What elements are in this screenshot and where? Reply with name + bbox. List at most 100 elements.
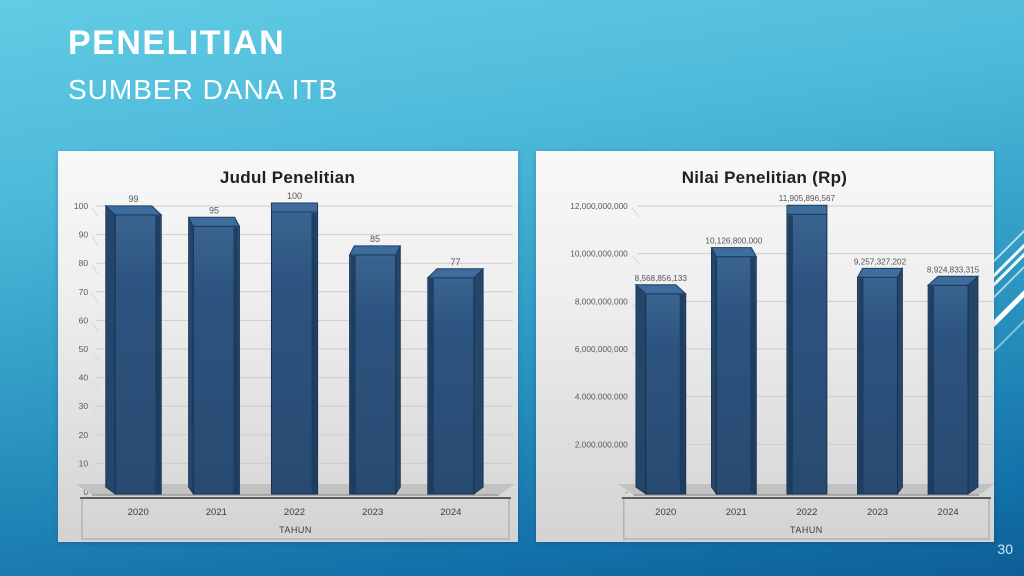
bar-front-face (270, 211, 319, 495)
tick-connector (91, 322, 99, 332)
y-tick-label: 50 (79, 344, 89, 354)
bar-top-face (426, 268, 485, 279)
bar-back-side-face (395, 245, 401, 496)
tick-connector (91, 293, 99, 304)
bar-top-face (270, 202, 319, 213)
y-tick-label: 100 (74, 201, 88, 211)
bar-bevel-highlight (194, 227, 239, 233)
x-category-label: 2022 (796, 507, 817, 518)
chart-panel-judul-penelitian: Judul Penelitian 0 10 20 30 40 50 60 70 80 90 100 20… (58, 151, 518, 542)
bar-back-side-face (711, 247, 717, 496)
bar-inner-side-shade (350, 255, 356, 494)
value-label: 99 (128, 194, 138, 204)
tick-connector (91, 207, 99, 218)
slide-subtitle: SUMBER DANA ITB (68, 74, 339, 105)
value-label: 8,568,856,133 (635, 274, 688, 283)
bar-front-face (786, 213, 828, 495)
tick-connector (631, 255, 641, 265)
y-tick-label: 2,000,000,000 (575, 439, 628, 449)
x-category-label: 2024 (938, 507, 959, 518)
bar-inner-side-shade (929, 286, 935, 494)
bar-2021 (187, 216, 241, 496)
y-tick-label: 30 (79, 401, 89, 411)
bar-inner-side-shade (679, 294, 685, 494)
y-tick-label: 0 (83, 487, 88, 497)
slide-title: PENELITIAN (68, 24, 286, 62)
tick-connector (91, 407, 99, 418)
bar-top-face (786, 204, 828, 215)
bar-front-face (114, 214, 162, 495)
bar-back-side-face (473, 267, 484, 495)
y-tick-label: 80 (79, 258, 89, 268)
bar-chart-nilai-penelitian: Nilai Penelitian (Rp) - 2,000,000,000 4,000… (570, 168, 994, 540)
y-tick-label: 12,000,000,000 (570, 201, 628, 211)
tick-connector (91, 379, 99, 389)
x-category-label: 2024 (440, 507, 461, 518)
tick-connector (91, 436, 99, 447)
y-tick-label: 70 (79, 287, 89, 297)
x-category-label: 2020 (128, 507, 149, 518)
chart-panel-nilai-penelitian: Nilai Penelitian (Rp) - 2,000,000,000 4,000… (536, 151, 994, 542)
bar-back-side-face (635, 283, 647, 495)
bar-back-side-face (967, 275, 979, 495)
value-label: 95 (209, 205, 219, 215)
x-category-label: 2023 (362, 507, 383, 518)
bar-bevel-highlight (717, 258, 756, 263)
x-category-label: 2021 (206, 507, 227, 518)
bar-front-face (427, 277, 475, 495)
bar-2020 (634, 283, 687, 495)
bar-2024 (926, 275, 980, 495)
bar-inner-side-shade (750, 257, 756, 494)
y-tick-label: 20 (79, 430, 89, 440)
value-label: 77 (450, 257, 460, 267)
bar-inner-side-shade (311, 213, 317, 494)
bar-inner-side-shade (787, 215, 793, 494)
value-label: 10,126,800,000 (705, 237, 762, 246)
bar-2020 (104, 204, 163, 495)
y-tick-label: 60 (79, 315, 89, 325)
bar-top-face (710, 247, 758, 258)
bar-2024 (426, 267, 485, 495)
x-axis-title: TAHUN (790, 525, 823, 535)
bar-top-face (104, 205, 163, 216)
bar-inner-side-shade (155, 215, 161, 495)
bar-back-side-face (105, 204, 116, 495)
bar-2023 (856, 266, 904, 496)
tick-connector (91, 465, 99, 475)
y-tick-label: 10,000,000,000 (570, 249, 628, 259)
bar-bevel-highlight (272, 213, 317, 218)
tick-connector (91, 264, 99, 275)
page-number: 30 (997, 541, 1013, 557)
y-tick-label: 6,000,000,000 (575, 344, 628, 354)
y-tick-label: 40 (79, 373, 89, 383)
chart-title: Nilai Penelitian (Rp) (682, 168, 847, 187)
y-tick-label: 8,000,000,000 (575, 296, 628, 306)
value-label: 8,924,833,315 (927, 265, 980, 274)
bar-top-face (187, 216, 241, 227)
bar-inner-side-shade (428, 278, 434, 494)
bar-2021 (710, 247, 758, 496)
bar-top-face (348, 245, 402, 256)
bar-front-face (192, 225, 240, 495)
value-label: 9,257,327,202 (854, 257, 907, 266)
bar-chart-judul-penelitian: Judul Penelitian 0 10 20 30 40 50 60 70 80 90 100 20… (74, 168, 515, 540)
bar-bevel-highlight (787, 215, 826, 221)
y-tick-label: 90 (79, 230, 89, 240)
bar-bevel-highlight (929, 286, 968, 292)
bar-front-face (857, 276, 898, 495)
tick-connector (91, 236, 99, 246)
x-category-label: 2021 (726, 507, 747, 518)
x-axis-title: TAHUN (279, 525, 312, 535)
bar-bevel-highlight (646, 295, 685, 300)
value-label: 85 (370, 234, 380, 244)
bar-back-side-face (897, 266, 903, 496)
value-label: 11,905,896,567 (779, 194, 836, 203)
bar-top-face (856, 267, 904, 278)
bar-top-face (926, 275, 980, 286)
bar-bevel-highlight (350, 256, 395, 261)
decorative-diagonal-lines (977, 0, 1024, 576)
x-category-label: 2022 (284, 507, 305, 518)
bar-front-face (715, 256, 757, 495)
tick-connector (91, 350, 99, 361)
value-label: 100 (287, 191, 302, 201)
